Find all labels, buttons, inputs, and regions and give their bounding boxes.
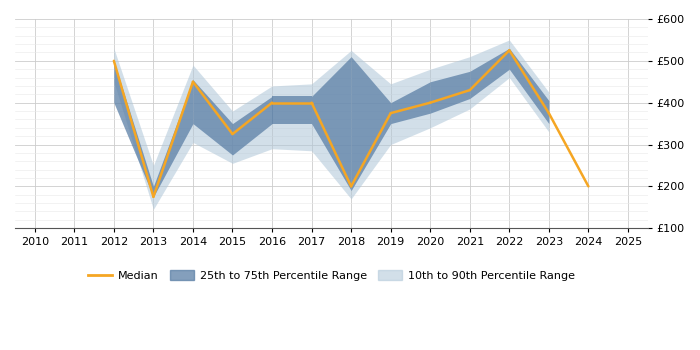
- Legend: Median, 25th to 75th Percentile Range, 10th to 90th Percentile Range: Median, 25th to 75th Percentile Range, 1…: [83, 266, 580, 285]
